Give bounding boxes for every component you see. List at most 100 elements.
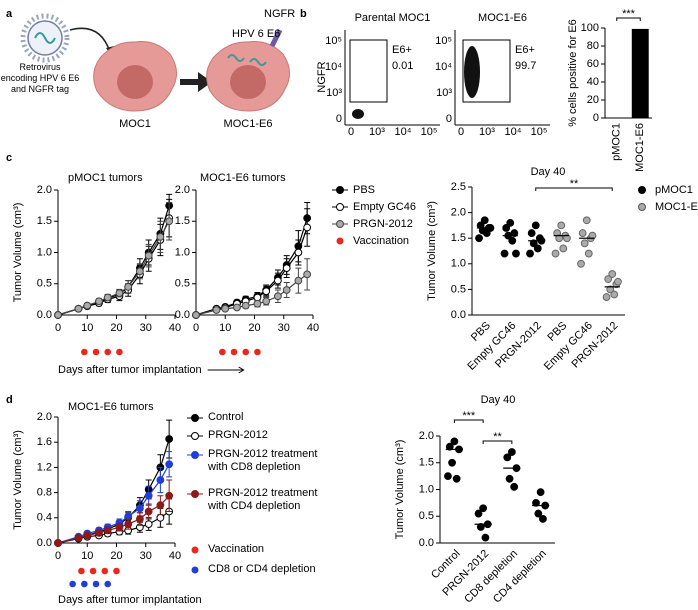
data-point [474,509,483,518]
data-point [527,229,536,237]
gate [349,39,388,103]
schedule-dot [230,348,238,356]
y-axis-label: Tumor Volume (cm³) [12,203,24,303]
gate [462,39,511,103]
data-point [503,453,512,462]
y-tick-label: 0.8 [37,487,52,499]
data-point [559,244,568,253]
data-point [221,304,230,313]
data-point [144,520,153,528]
y-tick-label: 2.0 [37,184,52,196]
legend-symbol [191,432,199,440]
data-point [54,539,62,547]
data-point [506,218,515,227]
schedule-dot [104,348,112,356]
data-point [144,251,153,260]
y-tick-label: 1.2 [37,461,52,473]
panel-letter: d [6,394,13,406]
significance-bracket [535,187,613,191]
data-point [212,306,221,314]
y-tick-label: 0.5 [419,510,434,522]
x-tick-label: 10 [81,550,93,562]
bar [631,28,649,118]
schedule-dot [116,348,123,356]
data-point [444,472,452,481]
data-point [103,293,112,302]
schedule-dot [113,567,120,575]
plot-title: Parental MOC1 [355,12,431,24]
data-point [274,292,282,301]
data-point [115,289,124,298]
label: NGFR [264,8,295,20]
legend-label-box: Vaccination [208,543,264,555]
y-tick-label: 1.5 [419,457,434,469]
x-tick-label: 10³ [369,126,385,138]
panel-letter: b [300,8,307,20]
gate-value: 0.01 [392,60,413,72]
data-point [536,488,545,497]
x-axis-label: Days after tumor implantation [58,594,202,606]
y-tick-label: 0.0 [419,537,434,549]
y-tick-label: 0 [593,112,599,124]
data-point [526,249,534,258]
data-point [533,244,542,253]
cell-cluster [464,46,480,98]
schedule-dot [242,348,250,356]
y-tick-label: 10³ [436,87,452,99]
data-point [74,304,83,313]
data-point [448,458,456,467]
y-axis-label: % cells positive for E6 [567,19,579,127]
y-tick-label: 0.5 [37,278,52,290]
data-point [577,259,585,268]
data-point [124,520,133,528]
data-point [83,531,92,540]
data-point [476,523,485,531]
data-point [563,234,571,243]
series-line [195,227,308,316]
significance-label: *** [622,8,636,20]
data-point [115,523,124,532]
legend-symbol [336,220,344,228]
data-point [303,223,312,232]
data-point [614,277,622,286]
legend-symbol [191,490,199,498]
schedule-dot [92,348,100,356]
data-point [555,234,564,243]
y-tick-label: 80 [587,40,599,52]
data-point [481,533,490,542]
panel-letter: a [6,8,13,20]
y-tick-label: 1.6 [37,436,52,448]
data-point [165,460,174,469]
data-point [294,248,303,257]
x-tick-label: 0 [348,126,354,138]
x-tick-label: 0 [55,322,61,334]
chart-title: Day 40 [531,166,566,178]
label: MOC1 [119,118,151,130]
x-tick-label: 40 [169,322,181,334]
data-point [262,297,271,306]
legend-label: MOC1-E6 [655,201,698,213]
schedule-dot [101,567,109,575]
x-tick-label: 20 [248,322,260,334]
legend-label-box: PRGN-2012 treatment with CD8 depletion [208,448,317,473]
data-point [602,293,611,301]
data-point [192,311,200,319]
y-tick-label: 10⁴ [435,61,452,73]
y-tick-label: 2.0 [451,207,466,219]
y-tick-label: 0.0 [37,537,52,549]
y-tick-label: 10⁴ [325,61,342,73]
legend-label: CD8 or CD4 depletion [208,563,316,575]
y-tick-label: 1.5 [175,215,190,227]
data-point [282,264,291,273]
x-tick-label: 20 [110,550,122,562]
x-axis-label: Days after tumor implantation [58,364,202,376]
label: HPV 6 E6 [232,28,280,40]
data-point [156,513,165,522]
data-point [512,249,520,258]
legend-symbol [336,186,344,194]
x-tick-label: CD4 depletion [491,548,549,606]
significance-label: ** [570,178,579,190]
nucleus [117,65,153,99]
x-tick-label: 0 [55,550,61,562]
data-point [165,217,174,226]
